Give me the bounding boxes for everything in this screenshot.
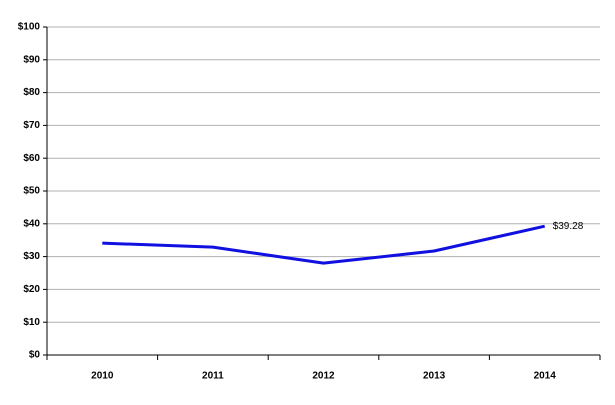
y-tick-label: $0	[29, 350, 41, 361]
x-tick-label: 2011	[202, 371, 224, 382]
x-tick-label: 2014	[534, 371, 557, 382]
y-tick-label: $50	[23, 186, 40, 197]
x-tick-label: 2010	[91, 371, 114, 382]
y-tick-label: $90	[23, 54, 40, 65]
y-tick-label: $40	[23, 218, 40, 229]
line	[102, 224, 546, 265]
y-tick-label: $10	[23, 317, 40, 328]
y-tick-label: $20	[23, 284, 40, 295]
x-tick-label: 2013	[423, 371, 446, 382]
x-tick-label: 2012	[312, 371, 335, 382]
y-tick-label: $60	[23, 153, 40, 164]
y-tick-label: $100	[18, 22, 41, 33]
y-tick-label: $30	[23, 251, 40, 262]
data-label: $39.28	[553, 221, 584, 232]
y-tick-label: $80	[23, 87, 40, 98]
y-tick-label: $70	[23, 120, 40, 131]
